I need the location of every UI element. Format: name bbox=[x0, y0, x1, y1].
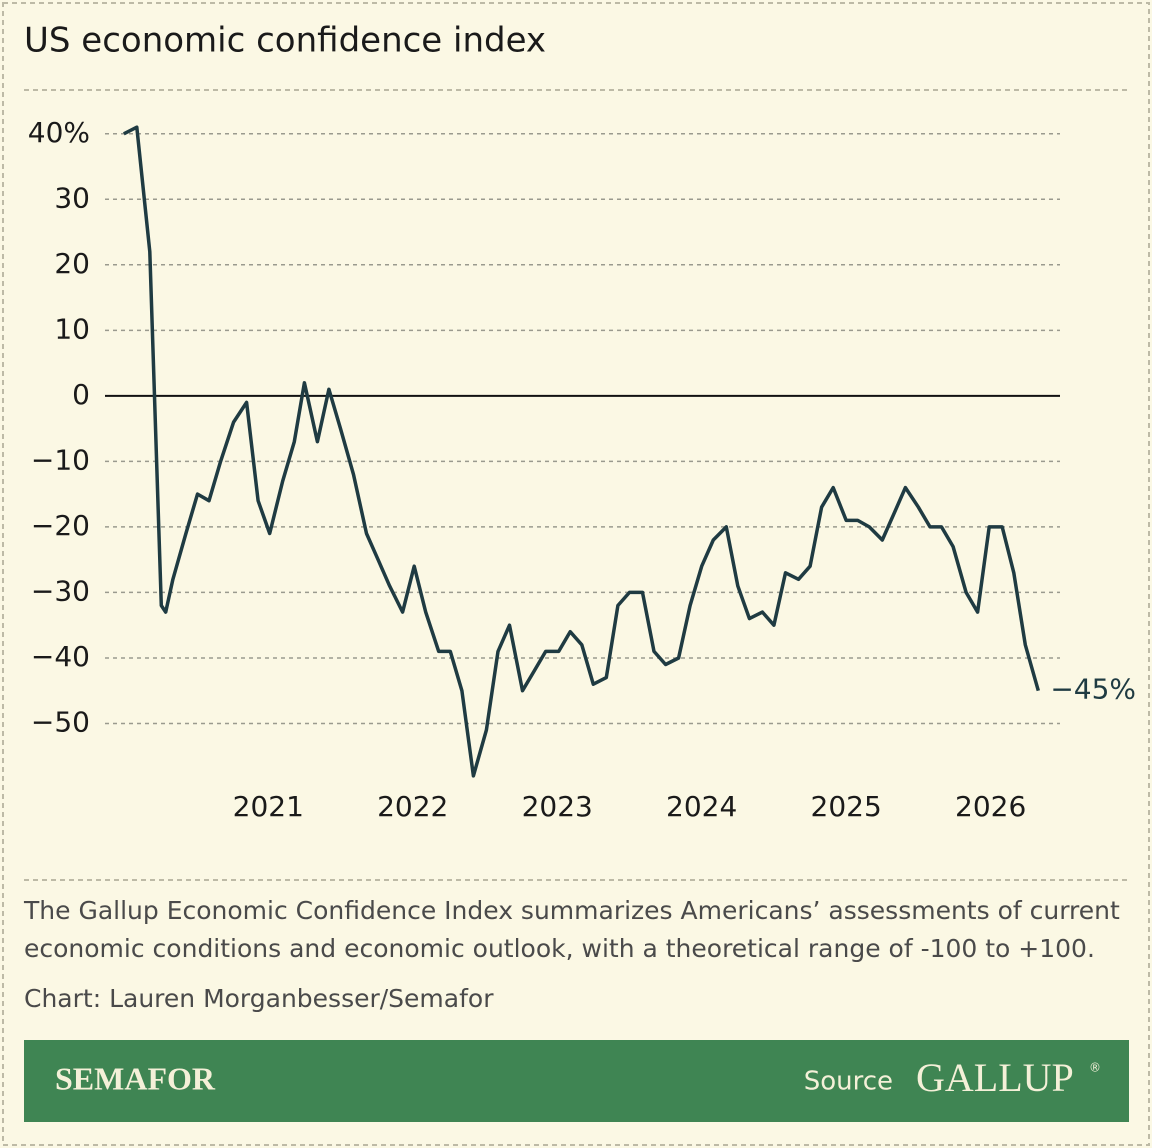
source: GALLUP bbox=[916, 1055, 1074, 1100]
y-tick-label: −50 bbox=[31, 705, 90, 738]
y-tick-label: −10 bbox=[31, 443, 90, 476]
brand: SEMAFOR bbox=[55, 1060, 216, 1096]
x-tick-label: 2023 bbox=[522, 790, 593, 823]
y-tick-label: 10 bbox=[54, 312, 90, 345]
y-tick-label: 0 bbox=[72, 378, 90, 411]
data-line bbox=[123, 125, 1040, 778]
source-label: Source bbox=[804, 1067, 893, 1097]
y-tick-label: −20 bbox=[31, 509, 90, 542]
y-tick-label: −30 bbox=[31, 574, 90, 607]
source-mark: ® bbox=[1089, 1061, 1101, 1075]
y-tick-label: −40 bbox=[31, 640, 90, 673]
credit: Chart: Lauren Morganbesser/Semafor bbox=[24, 984, 494, 1013]
description: The Gallup Economic Confidence Index sum… bbox=[23, 896, 1120, 925]
value-label: −45% bbox=[1050, 673, 1136, 706]
footer-band bbox=[24, 1040, 1129, 1122]
y-tick-label: 40% bbox=[28, 116, 90, 149]
y-tick-label: 30 bbox=[54, 181, 90, 214]
y-tick-label: 20 bbox=[54, 247, 90, 280]
description: economic conditions and economic outlook… bbox=[24, 934, 1095, 963]
chart-title: US economic confidence index bbox=[24, 21, 546, 61]
x-tick-label: 2022 bbox=[377, 790, 448, 823]
x-tick-label: 2026 bbox=[955, 790, 1026, 823]
x-tick-label: 2025 bbox=[811, 790, 882, 823]
x-tick-label: 2021 bbox=[233, 790, 304, 823]
x-tick-label: 2024 bbox=[666, 790, 737, 823]
